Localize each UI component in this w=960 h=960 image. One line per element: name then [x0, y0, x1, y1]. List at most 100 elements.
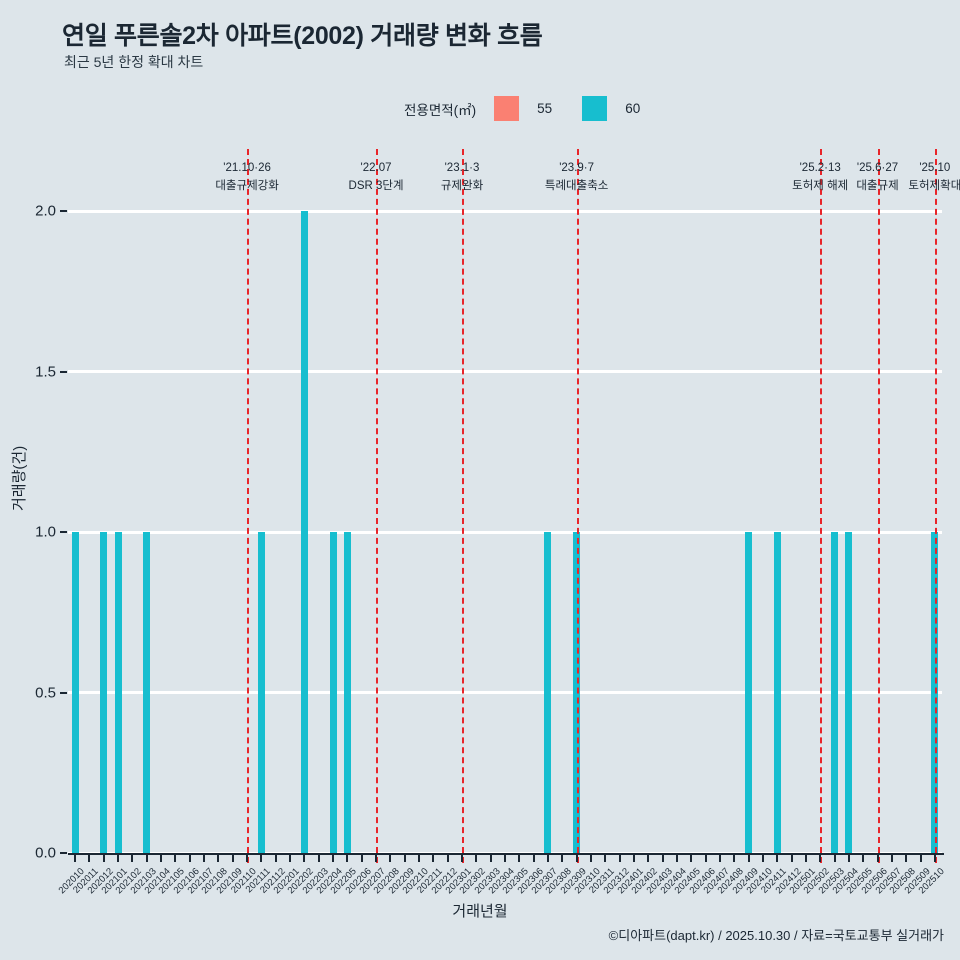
bar[interactable] — [71, 532, 79, 853]
x-tick-mark — [919, 853, 922, 862]
x-tick-mark — [231, 853, 234, 862]
event-label: 토허제 해제 — [792, 179, 849, 192]
legend-swatch-55 — [494, 96, 520, 121]
legend-title: 전용면적(㎡) — [404, 102, 477, 118]
x-tick-mark — [188, 853, 191, 862]
x-tick-mark — [74, 853, 77, 862]
x-tick-mark — [876, 853, 879, 862]
legend-label-55: 55 — [537, 101, 553, 116]
y-tick-mark — [60, 531, 67, 533]
event-line — [576, 149, 579, 863]
page-subtitle: 최근 5년 한정 확대 차트 — [64, 54, 204, 70]
bar[interactable] — [300, 211, 308, 853]
x-tick-mark — [102, 853, 105, 862]
y-tick-label: 0.5 — [35, 684, 56, 701]
x-tick-mark — [647, 853, 650, 862]
x-tick-mark — [145, 853, 148, 862]
x-tick-mark — [504, 853, 506, 862]
x-tick-mark — [833, 853, 836, 862]
x-tick-mark — [632, 853, 635, 862]
bar[interactable] — [343, 532, 351, 853]
x-tick-mark — [933, 853, 936, 862]
x-tick-mark — [260, 853, 263, 862]
event-date: '22.07 — [360, 162, 392, 174]
event-date: '23.9·7 — [559, 162, 595, 174]
x-tick-mark — [489, 853, 492, 862]
y-tick-label: 2.0 — [35, 202, 56, 220]
bar[interactable] — [745, 532, 753, 853]
x-tick-mark — [246, 853, 249, 862]
x-tick-mark — [618, 853, 621, 862]
x-tick-mark — [690, 853, 693, 862]
bar[interactable] — [845, 532, 853, 853]
gridline — [68, 370, 942, 373]
x-tick-mark — [733, 853, 736, 862]
x-tick-mark — [461, 853, 464, 862]
x-tick-mark — [475, 853, 478, 862]
bar[interactable] — [773, 532, 781, 853]
x-tick-mark — [661, 853, 664, 862]
bar[interactable] — [114, 532, 122, 853]
x-tick-mark — [905, 853, 908, 862]
bar[interactable] — [544, 532, 552, 853]
x-tick-mark — [174, 853, 177, 862]
x-axis-line — [68, 853, 944, 855]
x-axis-title: 거래년월 — [452, 903, 508, 920]
gridline — [68, 691, 942, 694]
x-tick-mark — [890, 853, 893, 862]
x-tick-mark — [589, 853, 592, 862]
x-tick-mark — [804, 853, 807, 862]
x-tick-mark — [546, 853, 549, 862]
x-tick-mark — [375, 853, 378, 862]
event-annotation: '25.6·27 대출규제 — [856, 160, 898, 196]
chart-footer: ©디아파트(dapt.kr) / 2025.10.30 / 자료=국토교통부 실… — [608, 928, 944, 943]
legend-item-55[interactable]: 55 — [494, 96, 582, 121]
x-tick-mark — [532, 853, 535, 862]
x-tick-mark — [575, 853, 578, 862]
event-label: 대출규제 — [856, 179, 899, 192]
event-line — [376, 149, 379, 863]
y-axis-title: 거래량(건) — [11, 445, 28, 511]
event-label: 특례대출축소 — [544, 179, 609, 192]
y-tick-mark — [60, 370, 67, 373]
x-tick-mark — [131, 853, 134, 862]
x-tick-mark — [747, 853, 750, 862]
event-label: 토허제확대 — [908, 179, 960, 192]
x-tick-mark — [862, 853, 865, 862]
bar[interactable] — [831, 532, 839, 853]
bar[interactable] — [257, 532, 265, 853]
page-title: 연일 푸른솔2차 아파트(2002) 거래량 변화 흐름 — [62, 22, 543, 50]
y-tick-label: 1.5 — [35, 363, 56, 380]
bar[interactable] — [100, 532, 108, 853]
chart-legend: 전용면적(㎡) 55 60 — [404, 96, 670, 121]
x-tick-mark — [217, 853, 220, 862]
event-label: DSR 3단계 — [348, 179, 404, 192]
x-tick-mark — [446, 853, 449, 862]
x-tick-mark — [704, 853, 707, 862]
x-tick-mark — [718, 853, 721, 862]
event-annotation: '25.2·13 토허제 해제 — [792, 160, 848, 196]
x-tick-mark — [389, 853, 392, 862]
x-tick-mark — [518, 853, 521, 862]
x-tick-mark — [776, 853, 779, 862]
event-annotation: '23.1·3 규제완화 — [441, 160, 483, 196]
event-date: '23.1·3 — [444, 162, 480, 174]
x-tick-mark — [790, 853, 793, 862]
event-line — [820, 149, 823, 863]
event-line — [877, 149, 880, 863]
x-tick-mark — [303, 853, 306, 862]
legend-item-60[interactable]: 60 — [582, 96, 670, 121]
event-date: '25.10 — [919, 162, 951, 174]
y-tick-label: 1.0 — [35, 523, 56, 541]
event-line — [934, 149, 937, 863]
x-tick-mark — [819, 853, 822, 862]
x-tick-mark — [360, 853, 363, 862]
bar[interactable] — [329, 532, 337, 853]
x-tick-mark — [117, 853, 120, 862]
bar[interactable] — [143, 532, 151, 853]
gridline — [68, 209, 942, 213]
y-tick-mark — [60, 691, 67, 694]
event-annotation: '22.07 DSR 3단계 — [349, 160, 404, 196]
x-tick-mark — [289, 853, 292, 862]
